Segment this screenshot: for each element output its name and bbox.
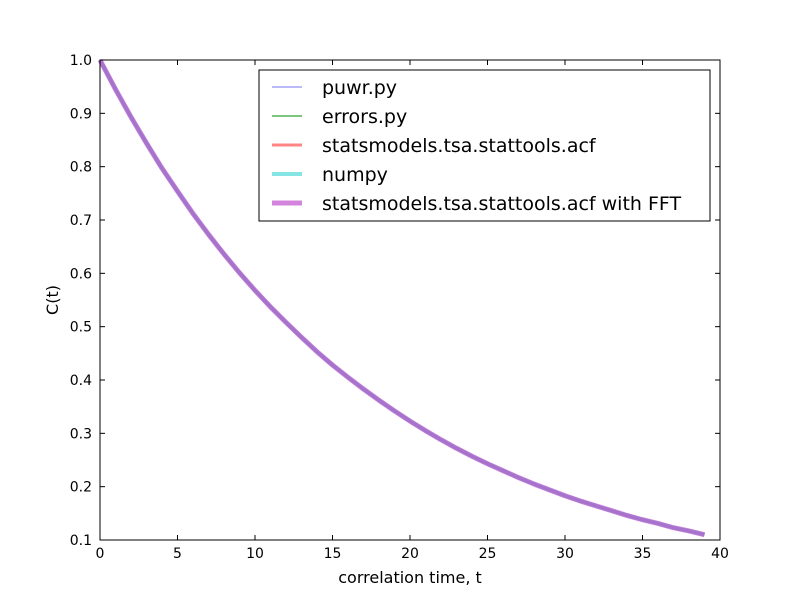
legend-label: statsmodels.tsa.stattools.acf with FFT <box>322 193 682 215</box>
y-tick-label: 0.1 <box>70 533 92 549</box>
x-tick-label: 25 <box>479 546 497 562</box>
x-tick-label: 0 <box>96 546 105 562</box>
y-tick-label: 0.3 <box>70 426 92 442</box>
axis-ticks: 0 5 10 15 20 25 30 35 40 0.1 0.2 0.3 0.4 0.5 0.6 0.7 0.8… <box>70 53 729 562</box>
series-line-5 <box>97 58 706 538</box>
y-tick-label: 1.0 <box>70 53 92 69</box>
y-tick-label: 0.9 <box>70 106 92 122</box>
legend-label: puwr.py <box>322 77 397 99</box>
x-tick-label: 15 <box>324 546 342 562</box>
y-tick-label: 0.2 <box>70 480 92 496</box>
y-axis-label: C(t) <box>43 285 62 315</box>
legend: puwr.py errors.py statsmodels.tsa.stattool… <box>258 69 711 222</box>
y-tick-label: 0.8 <box>70 160 92 176</box>
x-tick-label: 35 <box>634 546 652 562</box>
x-tick-label: 30 <box>556 546 574 562</box>
axes-frame <box>99 59 721 541</box>
legend-label: numpy <box>322 164 388 186</box>
legend-label: statsmodels.tsa.stattools.acf <box>322 135 597 157</box>
x-tick-label: 40 <box>711 546 729 562</box>
series-group <box>97 58 706 538</box>
x-tick-label: 10 <box>246 546 264 562</box>
legend-label: errors.py <box>322 106 407 128</box>
legend-box <box>258 69 711 222</box>
x-tick-label: 20 <box>401 546 419 562</box>
y-tick-label: 0.5 <box>70 320 92 336</box>
y-tick-label: 0.7 <box>70 213 92 229</box>
y-tick-label: 0.6 <box>70 266 92 282</box>
x-tick-label: 5 <box>173 546 182 562</box>
y-tick-label: 0.4 <box>70 373 92 389</box>
x-axis-label: correlation time, t <box>338 568 482 587</box>
